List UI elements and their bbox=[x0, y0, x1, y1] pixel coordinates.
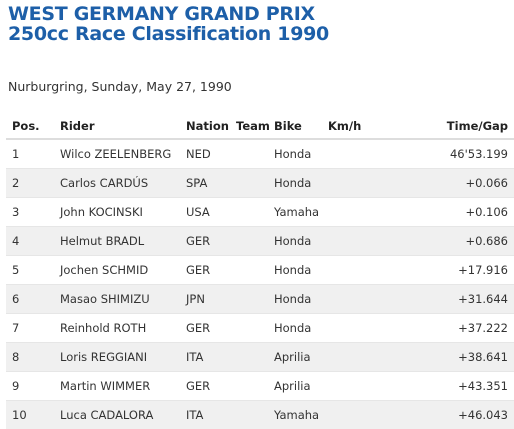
cell-bike: Honda bbox=[268, 256, 322, 285]
cell-nation: ITA bbox=[180, 401, 230, 429]
cell-time-gap: +0.106 bbox=[360, 198, 514, 227]
cell-team bbox=[230, 227, 268, 256]
cell-nation: USA bbox=[180, 198, 230, 227]
cell-nation: GER bbox=[180, 256, 230, 285]
cell-team bbox=[230, 198, 268, 227]
cell-team bbox=[230, 256, 268, 285]
table-header-row: Pos. Rider Nation Team Bike Km/h Time/Ga… bbox=[6, 113, 514, 139]
cell-rider: Jochen SCHMID bbox=[28, 256, 180, 285]
cell-rider: Luca CADALORA bbox=[28, 401, 180, 429]
column-header-rider: Rider bbox=[28, 113, 180, 139]
cell-kmh bbox=[322, 256, 360, 285]
cell-team bbox=[230, 285, 268, 314]
cell-kmh bbox=[322, 285, 360, 314]
cell-rider: Helmut BRADL bbox=[28, 227, 180, 256]
cell-bike: Honda bbox=[268, 227, 322, 256]
cell-bike: Honda bbox=[268, 285, 322, 314]
cell-bike: Yamaha bbox=[268, 401, 322, 429]
cell-pos: 8 bbox=[6, 343, 28, 372]
cell-pos: 9 bbox=[6, 372, 28, 401]
race-location-date: Nurburgring, Sunday, May 27, 1990 bbox=[8, 79, 232, 94]
cell-rider: Wilco ZEELENBERG bbox=[28, 139, 180, 169]
column-header-pos: Pos. bbox=[6, 113, 28, 139]
cell-kmh bbox=[322, 401, 360, 429]
cell-nation: JPN bbox=[180, 285, 230, 314]
column-header-team: Team bbox=[230, 113, 268, 139]
cell-bike: Aprilia bbox=[268, 372, 322, 401]
cell-time-gap: 46'53.199 bbox=[360, 139, 514, 169]
cell-rider: Carlos CARDÚS bbox=[28, 169, 180, 198]
cell-time-gap: +31.644 bbox=[360, 285, 514, 314]
title-line-1: WEST GERMANY GRAND PRIX bbox=[8, 4, 329, 24]
title-line-2: 250cc Race Classification 1990 bbox=[8, 24, 329, 44]
cell-rider: Loris REGGIANI bbox=[28, 343, 180, 372]
cell-bike: Honda bbox=[268, 314, 322, 343]
cell-pos: 3 bbox=[6, 198, 28, 227]
cell-team bbox=[230, 139, 268, 169]
cell-time-gap: +43.351 bbox=[360, 372, 514, 401]
cell-rider: Martin WIMMER bbox=[28, 372, 180, 401]
cell-kmh bbox=[322, 227, 360, 256]
cell-bike: Honda bbox=[268, 139, 322, 169]
cell-team bbox=[230, 372, 268, 401]
cell-nation: NED bbox=[180, 139, 230, 169]
cell-kmh bbox=[322, 198, 360, 227]
cell-rider: John KOCINSKI bbox=[28, 198, 180, 227]
cell-time-gap: +38.641 bbox=[360, 343, 514, 372]
cell-kmh bbox=[322, 343, 360, 372]
cell-pos: 7 bbox=[6, 314, 28, 343]
column-header-kmh: Km/h bbox=[322, 113, 360, 139]
column-header-time-gap: Time/Gap bbox=[360, 113, 514, 139]
cell-nation: GER bbox=[180, 314, 230, 343]
cell-kmh bbox=[322, 169, 360, 198]
cell-pos: 2 bbox=[6, 169, 28, 198]
cell-nation: GER bbox=[180, 372, 230, 401]
cell-bike: Aprilia bbox=[268, 343, 322, 372]
cell-rider: Masao SHIMIZU bbox=[28, 285, 180, 314]
cell-kmh bbox=[322, 139, 360, 169]
cell-kmh bbox=[322, 314, 360, 343]
cell-team bbox=[230, 169, 268, 198]
column-header-nation: Nation bbox=[180, 113, 230, 139]
page-title: WEST GERMANY GRAND PRIX 250cc Race Class… bbox=[8, 4, 329, 44]
cell-team bbox=[230, 401, 268, 429]
cell-nation: SPA bbox=[180, 169, 230, 198]
cell-bike: Honda bbox=[268, 169, 322, 198]
cell-time-gap: +46.043 bbox=[360, 401, 514, 429]
cell-pos: 4 bbox=[6, 227, 28, 256]
column-header-bike: Bike bbox=[268, 113, 322, 139]
cell-nation: ITA bbox=[180, 343, 230, 372]
cell-team bbox=[230, 343, 268, 372]
cell-rider: Reinhold ROTH bbox=[28, 314, 180, 343]
cell-pos: 5 bbox=[6, 256, 28, 285]
cell-nation: GER bbox=[180, 227, 230, 256]
cell-bike: Yamaha bbox=[268, 198, 322, 227]
cell-pos: 10 bbox=[6, 401, 28, 429]
cell-time-gap: +0.066 bbox=[360, 169, 514, 198]
cell-kmh bbox=[322, 372, 360, 401]
cell-time-gap: +37.222 bbox=[360, 314, 514, 343]
cell-time-gap: +0.686 bbox=[360, 227, 514, 256]
cell-pos: 1 bbox=[6, 139, 28, 169]
cell-pos: 6 bbox=[6, 285, 28, 314]
cell-team bbox=[230, 314, 268, 343]
cell-time-gap: +17.916 bbox=[360, 256, 514, 285]
results-table: Pos. Rider Nation Team Bike Km/h Time/Ga… bbox=[6, 113, 514, 429]
